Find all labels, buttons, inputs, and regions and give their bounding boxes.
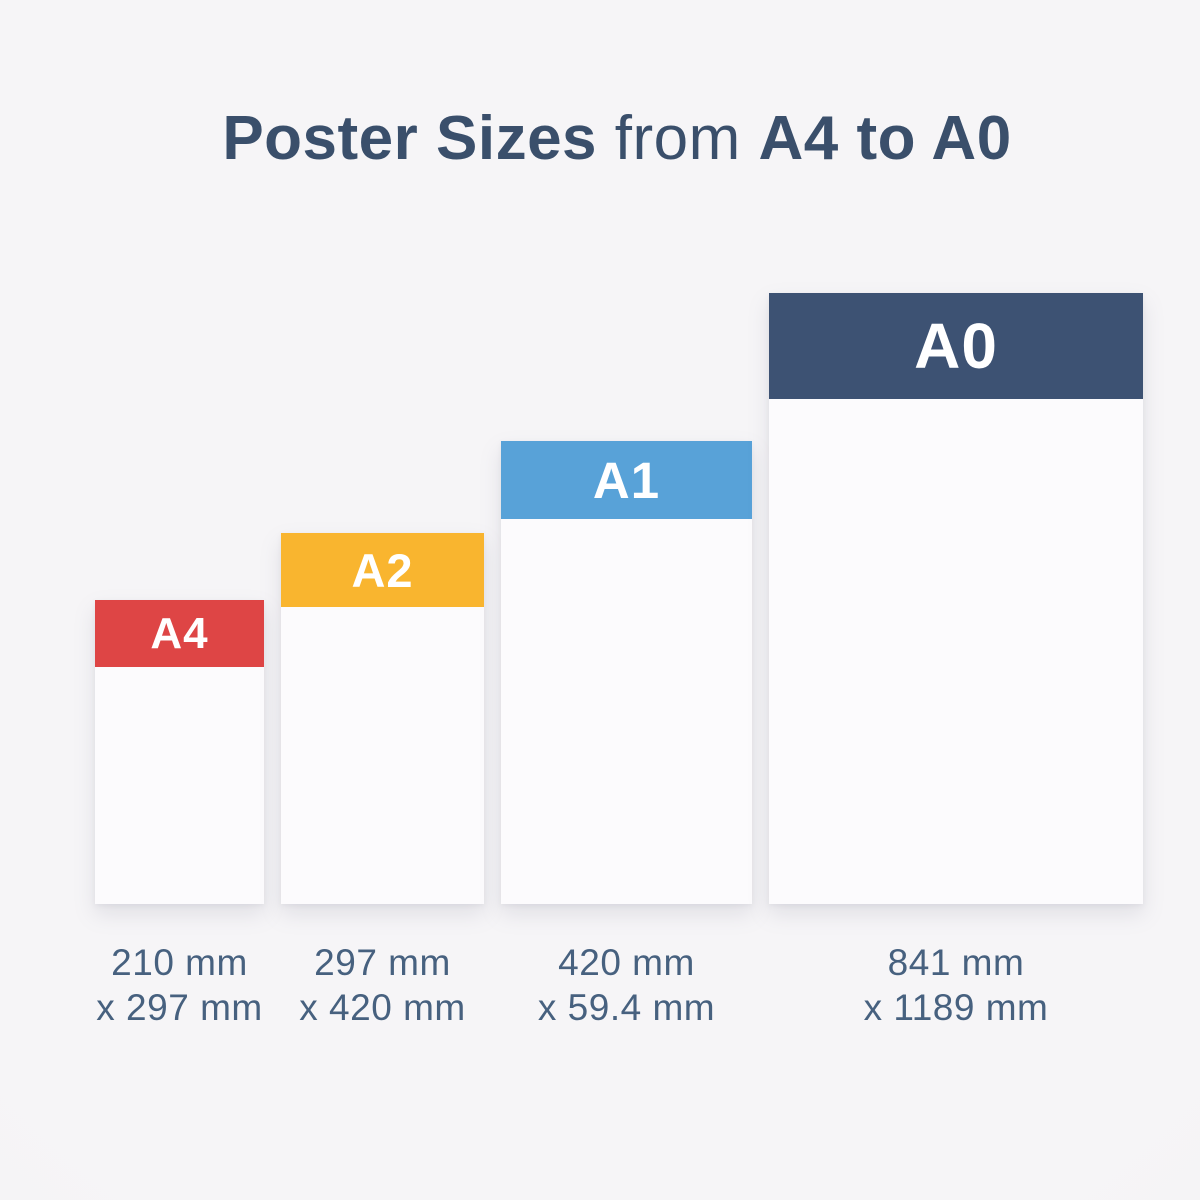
poster-size-column-a2: A2 297 mm x 420 mm xyxy=(281,533,484,1030)
poster-size-label: A1 xyxy=(592,451,661,509)
page-title: Poster Sizes from A4 to A0 xyxy=(34,106,1200,171)
poster-size-label: A0 xyxy=(914,310,998,382)
poster-card-body xyxy=(95,667,264,904)
dimension-width-label: 420 mm xyxy=(558,942,695,983)
poster-dimensions: 841 mm x 1189 mm xyxy=(864,940,1049,1030)
dimension-width-label: 210 mm xyxy=(111,942,248,983)
poster-card-a2: A2 xyxy=(281,533,484,904)
dimension-width-label: 841 mm xyxy=(887,942,1025,983)
poster-card-body xyxy=(501,519,752,904)
poster-card-body xyxy=(281,607,484,904)
poster-size-column-a4: A4 210 mm x 297 mm xyxy=(95,600,264,1030)
poster-size-label: A4 xyxy=(150,608,209,658)
poster-size-label: A2 xyxy=(351,543,414,597)
poster-card-body xyxy=(769,399,1143,904)
poster-card-header: A2 xyxy=(281,533,484,607)
poster-dimensions: 297 mm x 420 mm xyxy=(299,940,465,1030)
poster-dimensions: 420 mm x 59.4 mm xyxy=(538,940,715,1030)
poster-card-a1: A1 xyxy=(501,441,752,904)
dimension-height-label: x 420 mm xyxy=(299,987,466,1028)
size-comparison-row: A4 210 mm x 297 mm A2 297 mm x 420 mm A1 xyxy=(38,293,1200,1030)
title-bold-suffix: A4 to A0 xyxy=(758,104,1012,173)
title-bold-prefix: Poster Sizes xyxy=(222,104,598,173)
poster-dimensions: 210 mm x 297 mm xyxy=(96,940,262,1030)
poster-card-header: A0 xyxy=(769,293,1143,399)
poster-card-header: A1 xyxy=(501,441,752,519)
poster-card-header: A4 xyxy=(95,600,264,667)
poster-card-a4: A4 xyxy=(95,600,264,904)
dimension-height-label: x 1189 mm xyxy=(863,987,1049,1028)
dimension-width-label: 297 mm xyxy=(314,942,451,983)
dimension-height-label: x 59.4 mm xyxy=(537,987,716,1028)
poster-size-column-a0: A0 841 mm x 1189 mm xyxy=(769,293,1143,1030)
dimension-height-label: x 297 mm xyxy=(96,987,263,1028)
poster-size-column-a1: A1 420 mm x 59.4 mm xyxy=(501,441,752,1030)
poster-card-a0: A0 xyxy=(769,293,1143,904)
title-middle: from xyxy=(597,104,759,173)
